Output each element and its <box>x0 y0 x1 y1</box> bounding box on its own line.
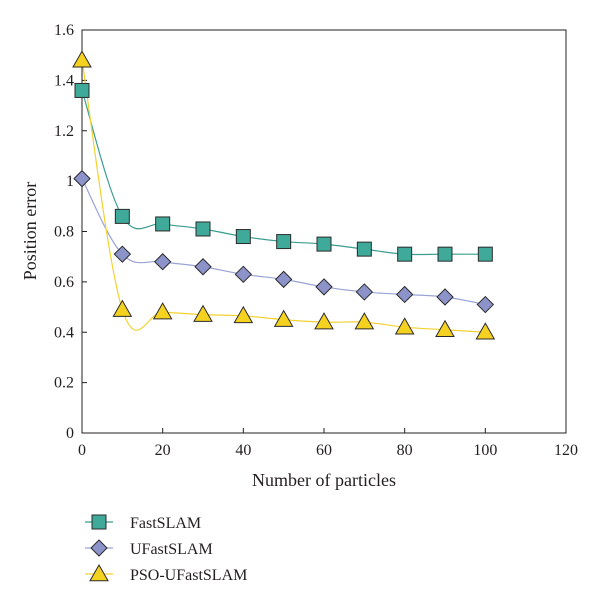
data-point <box>153 253 172 271</box>
data-point <box>72 50 92 68</box>
x-tick-label: 40 <box>235 442 251 459</box>
y-tick-label: 0 <box>66 425 74 442</box>
legend-marker <box>91 514 107 530</box>
data-point <box>315 278 333 296</box>
x-tick-label: 0 <box>78 442 86 459</box>
axis-ticks: 0 20 40 60 80 100 120 0 0.2 0.4 0.6 0.8 1 1.2 1.4 1.6 <box>54 22 578 459</box>
series-markers <box>72 50 496 340</box>
y-tick-label: 0.6 <box>54 274 74 291</box>
legend-label: PSO-UFastSLAM <box>130 567 247 584</box>
y-tick-label: 1.6 <box>54 22 74 39</box>
data-point <box>152 302 173 320</box>
data-point <box>356 241 372 257</box>
y-axis-label: Position error <box>20 182 40 281</box>
legend-label: UFastSLAM <box>130 541 213 558</box>
series-line <box>81 90 486 256</box>
data-point <box>113 245 132 263</box>
x-axis-label: Number of particles <box>252 470 396 490</box>
data-point <box>437 246 453 262</box>
legend-marker <box>89 563 109 582</box>
legend-marker <box>90 539 108 557</box>
y-tick-label: 1 <box>66 173 74 190</box>
data-point <box>354 312 375 330</box>
data-point <box>273 309 294 327</box>
series-lines <box>81 60 486 333</box>
data-point <box>235 229 251 245</box>
y-tick-label: 1.2 <box>54 123 74 140</box>
x-tick-label: 100 <box>473 442 497 459</box>
y-tick-label: 1.4 <box>54 72 74 89</box>
data-point <box>395 285 414 304</box>
data-point <box>233 305 254 324</box>
y-tick-label: 0.4 <box>54 324 74 341</box>
x-tick-label: 60 <box>316 442 332 459</box>
data-point <box>397 246 413 262</box>
data-point <box>274 270 293 289</box>
legend-label: FastSLAM <box>130 515 201 532</box>
legend: FastSLAM UFastSLAM PSO-UFastSLAM <box>85 514 247 584</box>
plot-frame <box>81 29 567 434</box>
series-line <box>81 60 486 333</box>
data-point <box>436 288 454 306</box>
data-point <box>114 208 130 224</box>
x-tick-label: 120 <box>554 442 578 459</box>
data-point <box>74 82 90 98</box>
data-point <box>314 312 334 330</box>
x-tick-label: 80 <box>397 442 413 459</box>
data-point <box>195 221 211 237</box>
y-tick-label: 0.2 <box>54 375 74 392</box>
data-point <box>73 169 91 188</box>
data-point <box>155 216 171 232</box>
data-point <box>316 236 332 252</box>
plot-area-border <box>81 29 567 434</box>
data-point <box>194 258 212 276</box>
data-point <box>355 283 374 301</box>
data-point <box>475 322 496 340</box>
data-point <box>476 295 495 314</box>
data-point <box>193 304 213 322</box>
data-point <box>435 319 455 337</box>
y-tick-label: 0.8 <box>54 224 74 241</box>
data-point <box>477 246 493 262</box>
data-point <box>394 317 415 335</box>
data-point <box>112 299 133 317</box>
x-tick-label: 20 <box>155 442 171 459</box>
data-point <box>276 234 292 250</box>
data-point <box>234 265 253 284</box>
